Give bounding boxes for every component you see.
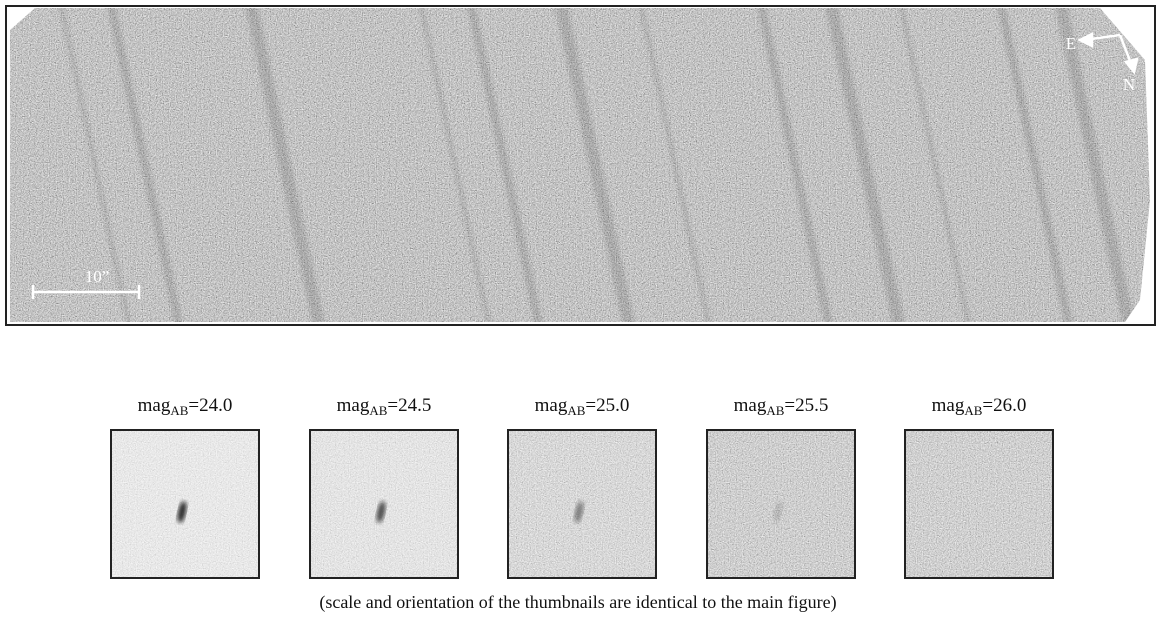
thumbnail-label: magAB=24.5 [337,395,432,418]
thumbnail: magAB=24.5 [310,395,458,578]
label-value: =25.5 [784,395,828,416]
compass-east: E [1066,34,1076,53]
thumbnail-label: magAB=24.0 [138,395,233,418]
thumbnail: magAB=25.0 [508,395,656,578]
label-subscript: AB [369,403,387,418]
label-name: mag [138,395,171,416]
noise-field [6,6,1156,326]
figure: 10” E N magAB=24.0magAB=24.5magAB=25.0ma… [0,0,1156,618]
label-name: mag [337,395,370,416]
caption: (scale and orientation of the thumbnails… [319,592,836,613]
label-value: =26.0 [982,395,1026,416]
label-name: mag [932,395,965,416]
label-value: =24.0 [188,395,232,416]
compass-north: N [1123,75,1135,94]
label-subscript: AB [170,403,188,418]
label-subscript: AB [964,403,982,418]
label-value: =25.0 [585,395,629,416]
thumbnail: magAB=25.5 [707,395,855,578]
label-name: mag [734,395,767,416]
thumbnail-label: magAB=26.0 [932,395,1027,418]
thumbnail: magAB=24.0 [111,395,259,578]
label-name: mag [535,395,568,416]
thumbnail-label: magAB=25.0 [535,395,630,418]
main-image: 10” E N [6,0,1156,330]
thumbnail-label: magAB=25.5 [734,395,829,418]
label-subscript: AB [567,403,585,418]
scale-label: 10” [85,267,110,286]
label-value: =24.5 [387,395,431,416]
thumbnail: magAB=26.0 [905,395,1053,578]
label-subscript: AB [766,403,784,418]
